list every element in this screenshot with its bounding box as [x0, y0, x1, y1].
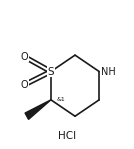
- Polygon shape: [25, 100, 51, 119]
- Text: &1: &1: [56, 97, 65, 102]
- Text: O: O: [20, 80, 28, 90]
- Text: HCl: HCl: [58, 131, 76, 141]
- Text: NH: NH: [100, 66, 115, 77]
- Text: S: S: [48, 66, 54, 77]
- Text: O: O: [20, 52, 28, 62]
